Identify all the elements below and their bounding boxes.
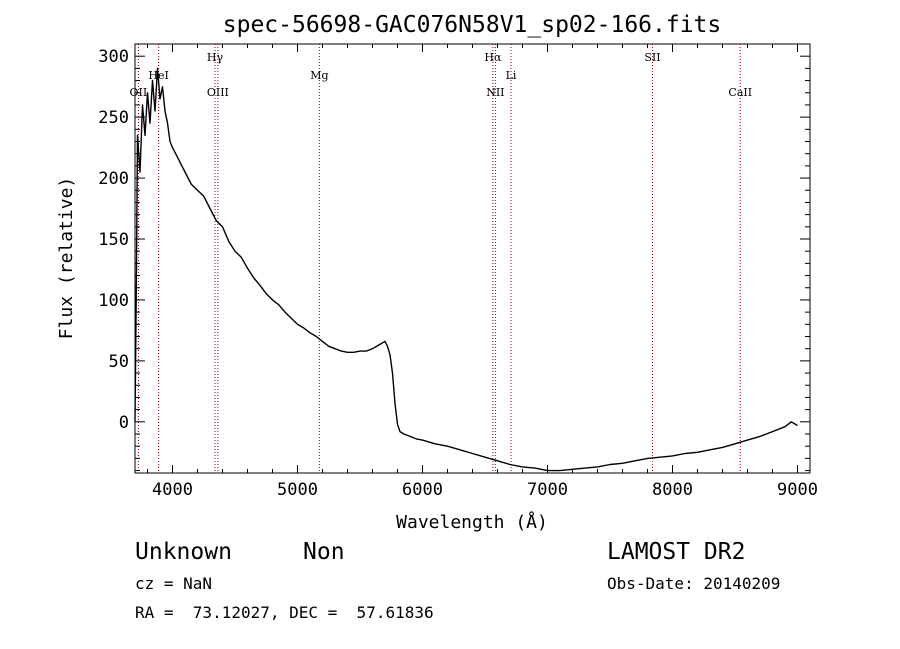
emission-line-label: Mg [310, 69, 328, 82]
axis-ticks: 4000 5000 6000 7000 8000 9000 0 50 100 150 200 250 3… [98, 43, 818, 500]
y-tick-label: 100 [98, 291, 129, 311]
emission-line-label: Hα [484, 51, 502, 64]
coordinates-readout: RA = 73.12027, DEC = 57.61836 [135, 603, 434, 622]
x-tick-label: 9000 [777, 480, 818, 500]
plot-frame [134, 43, 811, 474]
x-tick-label: 7000 [527, 480, 568, 500]
emission-line-label: NII [486, 86, 504, 99]
emission-line-label: Hγ [207, 51, 224, 64]
x-tick-label: 6000 [402, 480, 443, 500]
observation-date: Obs-Date: 20140209 [607, 574, 781, 593]
emission-line-label: SII [644, 51, 660, 64]
y-tick-label: 150 [98, 230, 129, 250]
y-tick-label: 50 [109, 352, 129, 372]
y-tick-label: 0 [119, 413, 129, 433]
redshift-readout: cz = NaN [135, 574, 213, 593]
emission-line-label: OIII [207, 86, 229, 99]
object-subclass-label: Non [303, 539, 345, 565]
x-tick-label: 4000 [152, 480, 193, 500]
x-tick-label: 8000 [652, 480, 693, 500]
series-layer [134, 67, 798, 472]
x-axis-label: Wavelength (Å) [396, 511, 548, 533]
y-tick-label: 200 [98, 169, 129, 189]
survey-label: LAMOST DR2 [607, 539, 746, 565]
y-tick-label: 300 [98, 47, 129, 67]
y-tick-label: 250 [98, 108, 129, 128]
x-tick-label: 5000 [277, 480, 318, 500]
emission-line-label: CaII [728, 86, 752, 99]
spectrum-line [134, 67, 798, 472]
emission-line-label: Li [506, 69, 517, 82]
object-class-label: Unknown [135, 539, 232, 565]
chart-title: spec-56698-GAC076N58V1_sp02-166.fits [223, 12, 722, 38]
y-axis-label: Flux (relative) [56, 177, 77, 340]
